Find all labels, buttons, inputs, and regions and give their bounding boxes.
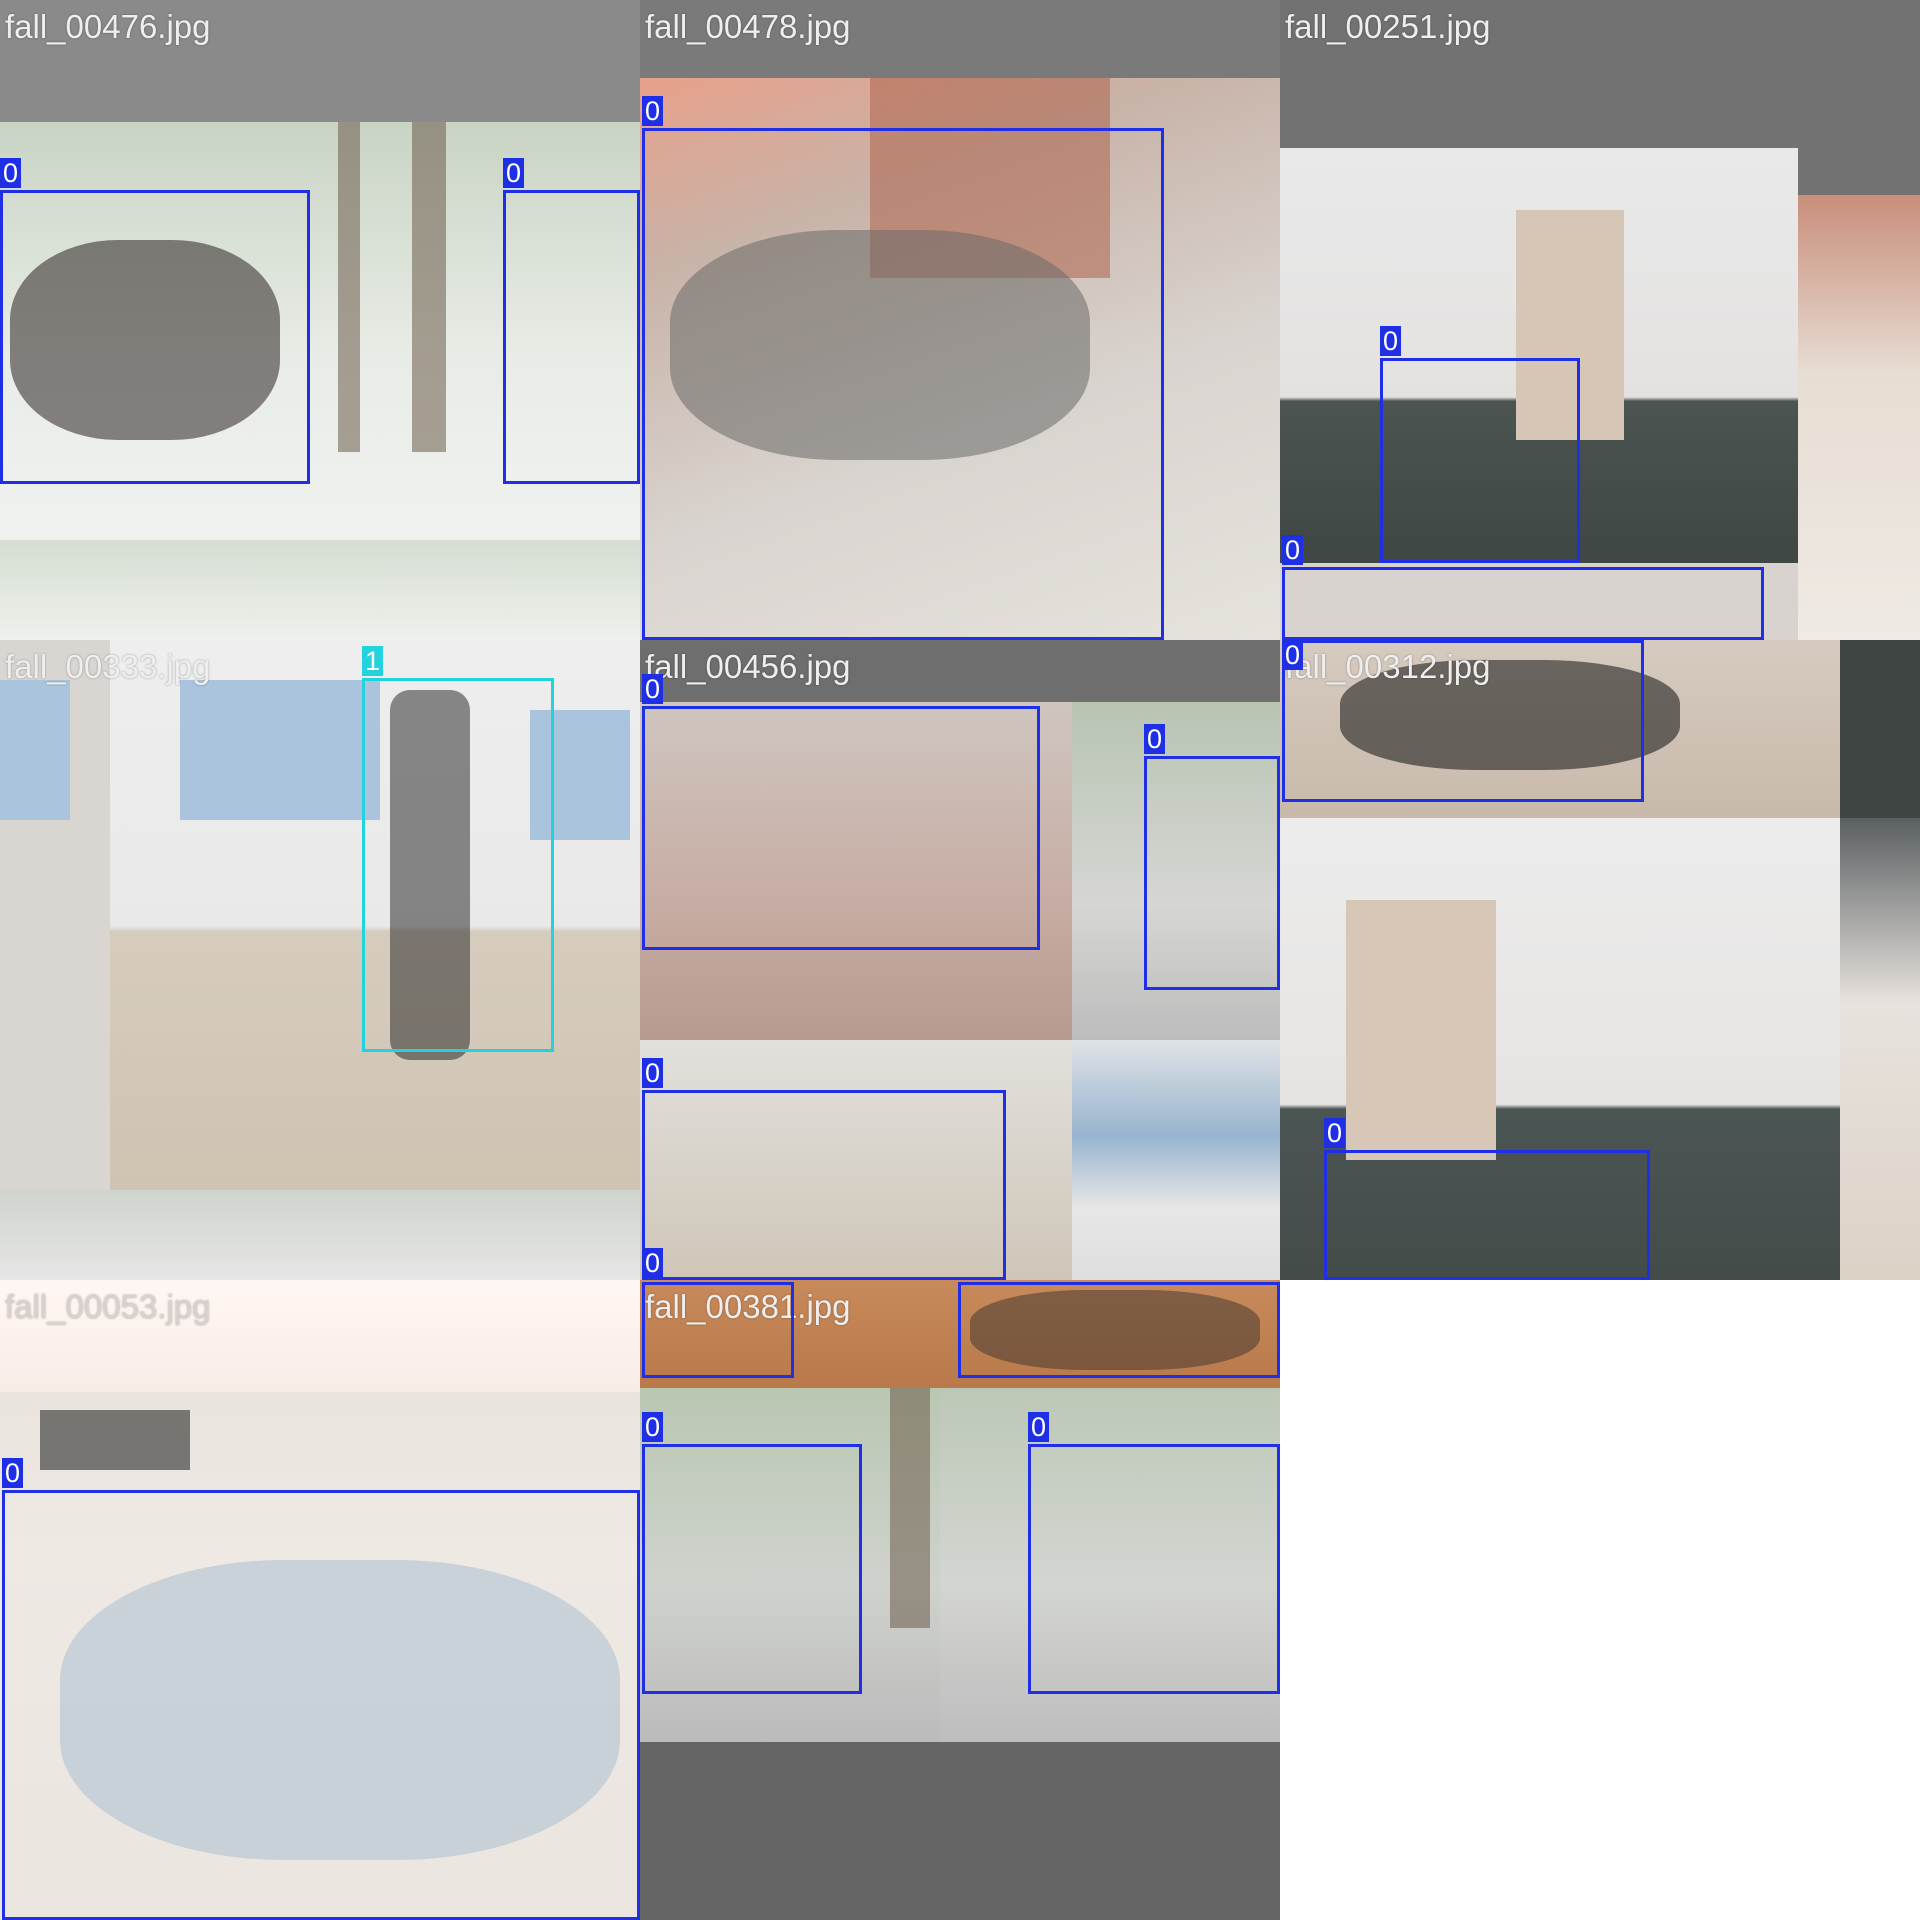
photo-living-room-fall — [640, 1040, 1072, 1280]
class-label: 0 — [1380, 326, 1402, 356]
bounding-box — [958, 1282, 1280, 1378]
photo-top-band — [0, 1280, 640, 1392]
photo-window-room — [1072, 1040, 1280, 1280]
cabinet — [40, 1410, 190, 1470]
empty-tile — [1280, 1280, 1920, 1920]
fallen-person — [1340, 660, 1680, 770]
class-label: 1 — [362, 646, 384, 676]
photo-bottom-strip — [0, 1190, 640, 1280]
fallen-man — [60, 1560, 620, 1860]
window — [0, 680, 70, 820]
tile-filename: fall_00456.jpg — [645, 648, 851, 685]
bounding-box — [1380, 358, 1580, 563]
tree-trunk — [890, 1388, 930, 1628]
bounding-box — [642, 1444, 862, 1694]
class-label: 0 — [1324, 1118, 1346, 1148]
tile-filename: fall_00478.jpg — [645, 8, 851, 45]
tile-fall-00476: fall_00476.jpg 0 0 — [0, 0, 640, 640]
fallen-person — [10, 240, 280, 440]
class-label: 0 — [642, 674, 664, 704]
photo-side-strip — [1840, 640, 1920, 818]
class-label: 0 — [1282, 640, 1304, 670]
tile-fall-00251: fall_00251.jpg 0 0 — [1280, 0, 1920, 640]
tile-filename: fall_00381.jpg — [645, 1288, 851, 1325]
class-label: 0 — [1144, 724, 1166, 754]
bounding-box-standing — [362, 678, 554, 1052]
bounding-box — [642, 1090, 1006, 1280]
tile-fall-00381: fall_00381.jpg 0 0 — [640, 1280, 1280, 1920]
fallen-woman — [670, 230, 1090, 460]
bounding-box — [2, 1490, 640, 1920]
tile-filename: fall_00312.jpg — [1285, 648, 1491, 685]
bounding-box — [1282, 567, 1764, 640]
tile-filename: fall_00476.jpg — [5, 8, 211, 45]
bounding-box — [503, 190, 640, 484]
class-label: 0 — [642, 1058, 664, 1088]
class-label: 0 — [642, 1412, 664, 1442]
class-label: 0 — [2, 1458, 24, 1488]
tile-filename: fall_00053.jpg — [5, 1288, 211, 1325]
tile-fall-00053: fall_00053.jpg 0 — [0, 1280, 640, 1920]
tree-trunk — [412, 122, 446, 452]
tree-trunk — [338, 122, 360, 452]
class-label: 0 — [0, 158, 22, 188]
photo-carpet-fall — [640, 702, 1072, 1040]
bounding-box — [642, 1282, 794, 1378]
bounding-box — [642, 128, 1164, 640]
photo-strip-bottom — [0, 540, 640, 640]
tile-filename: fall_00333.jpg — [5, 648, 211, 685]
tile-fall-00478: fall_00478.jpg 0 — [640, 0, 1280, 640]
window — [530, 710, 630, 840]
tile-fall-00333: fall_00333.jpg 1 — [0, 640, 640, 1280]
bounding-box — [1144, 756, 1280, 990]
bounding-box — [0, 190, 310, 484]
bounding-box — [642, 706, 1040, 950]
photo-park-fall — [940, 1388, 1280, 1742]
photo-side-strip — [1798, 195, 1920, 640]
bounding-box — [1282, 640, 1644, 802]
class-label: 0 — [1282, 535, 1304, 565]
class-label: 0 — [503, 158, 525, 188]
bounding-box — [1028, 1444, 1280, 1694]
door — [1516, 210, 1624, 440]
photo-sofa-strip — [1840, 818, 1920, 1280]
class-label: 0 — [642, 96, 664, 126]
window — [180, 680, 380, 820]
photo-bottom-strip — [1280, 563, 1798, 640]
standing-person — [390, 690, 470, 1060]
tile-fall-00456: fall_00456.jpg 0 0 0 0 — [640, 640, 1280, 1280]
door — [1346, 900, 1496, 1160]
class-label: 0 — [642, 1248, 664, 1278]
class-label: 0 — [1028, 1412, 1050, 1442]
fallen-person — [970, 1290, 1260, 1370]
bounding-box — [1324, 1150, 1650, 1280]
tile-filename: fall_00251.jpg — [1285, 8, 1491, 45]
tile-fall-00312: fall_00312.jpg 0 0 — [1280, 640, 1920, 1280]
